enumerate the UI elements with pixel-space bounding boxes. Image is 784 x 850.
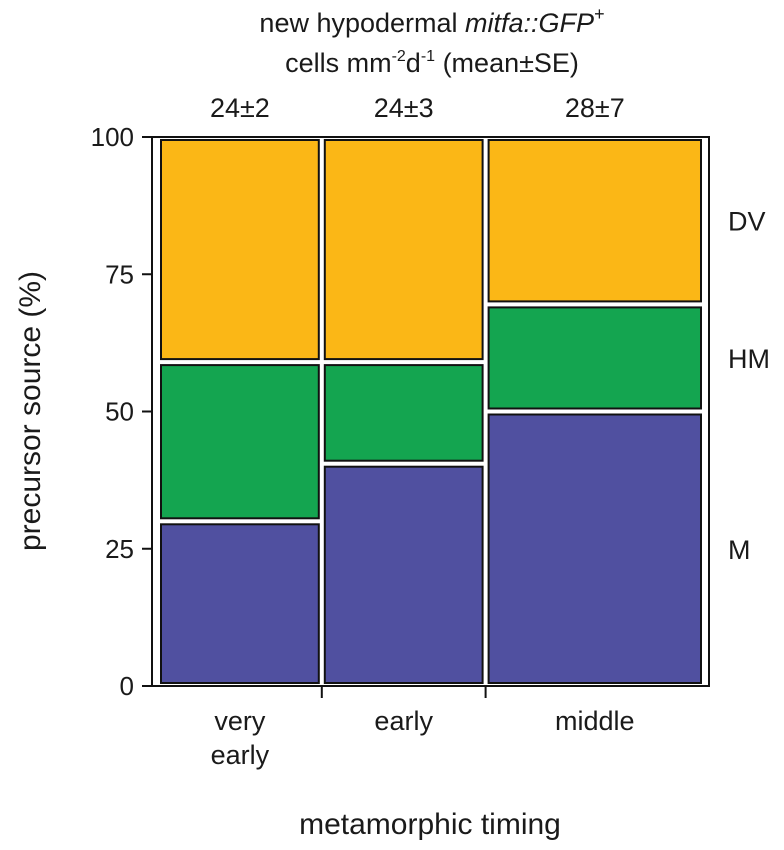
y-tick-label-0: 0 — [120, 671, 134, 701]
tile-m-2 — [323, 465, 484, 685]
tile-dv-2 — [323, 139, 484, 361]
y-tick-label-75: 75 — [105, 259, 134, 289]
count-labels: 24±2 24±3 28±7 — [210, 93, 625, 123]
x-category-label-3: middle — [555, 706, 635, 736]
y-tick-label-25: 25 — [105, 534, 134, 564]
tile-m-3 — [487, 413, 702, 684]
x-axis: very early early middle — [211, 686, 635, 770]
chart-title-line-1: new hypodermal mitfa::GFP+ — [259, 4, 604, 38]
y-axis: 0 25 50 75 100 — [91, 122, 153, 701]
x-category-label-1: very early — [211, 706, 270, 770]
tile-dv-1 — [160, 139, 320, 361]
count-label-2: 24±3 — [374, 93, 434, 123]
tile-hm-1 — [160, 364, 320, 520]
y-tick-label-50: 50 — [105, 397, 134, 427]
series-label-m: M — [728, 535, 751, 565]
count-label-3: 28±7 — [565, 93, 625, 123]
x-category-label-2: early — [374, 706, 433, 736]
series-labels: M HM DV — [728, 207, 770, 565]
series-label-hm: HM — [728, 344, 770, 374]
tile-hm-3 — [487, 306, 702, 410]
count-label-1: 24±2 — [210, 93, 270, 123]
tile-dv-3 — [487, 139, 702, 303]
series-label-dv: DV — [728, 207, 766, 237]
tile-hm-2 — [323, 364, 484, 462]
y-tick-label-100: 100 — [91, 122, 134, 152]
y-axis-title: precursor source (%) — [14, 271, 47, 551]
mosaic-tiles — [160, 139, 702, 685]
chart-title-line-2: cells mm-2d-1 (mean±SE) — [285, 48, 579, 78]
tile-m-1 — [160, 523, 320, 684]
x-axis-title: metamorphic timing — [299, 808, 561, 841]
